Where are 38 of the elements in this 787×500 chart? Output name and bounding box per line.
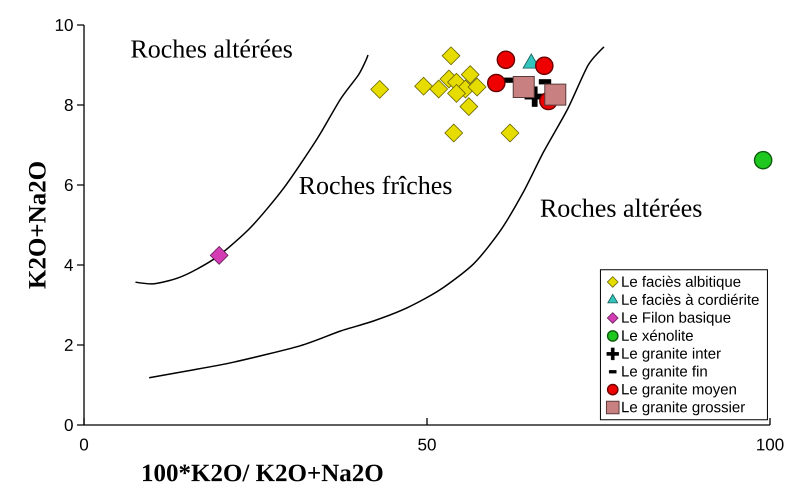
point [460,97,478,116]
legend-label: Le granite grossier [622,401,745,416]
point [512,76,535,98]
y-tick-label: 6 [64,178,73,192]
legend-label: Le faciès albitique [622,276,740,290]
annotation: Roches altérées [540,198,702,217]
point [429,80,448,98]
point [496,50,516,70]
point [544,84,566,106]
point [500,124,520,142]
y-tick-label: 4 [64,259,73,271]
point [444,124,464,142]
y-tick-label: 2 [64,339,73,351]
annotation: Roches altérées [131,39,292,58]
y-tick-label: 0 [64,418,73,432]
x-axis-title: 100*K2O/ K2O+Na2O [143,464,382,482]
point [468,78,486,96]
x-tick-label: 0 [80,438,88,451]
legend-label: Le faciès à cordiérite [622,294,759,305]
x-tick-label: 50 [418,438,436,451]
point [442,46,460,66]
y-tick-label: 8 [64,98,73,112]
annotation: Roches frîches [299,176,452,194]
legend-label: Le granite fin [622,366,707,380]
point [210,246,228,265]
y-tick-label: 10 [56,18,73,32]
legend-label: Le xénolite [622,330,693,341]
legend-label: Le Filon basique [622,312,730,326]
y-axis-title: K2O+Na2O [28,162,46,289]
point [370,80,389,99]
point [414,76,433,96]
point [486,74,506,92]
legend-label: Le granite inter [622,348,721,362]
x-tick-label: 100 [757,438,784,451]
point [460,65,480,84]
point [535,56,554,76]
legend-label: Le granite moyen [622,383,736,398]
point [447,84,466,103]
